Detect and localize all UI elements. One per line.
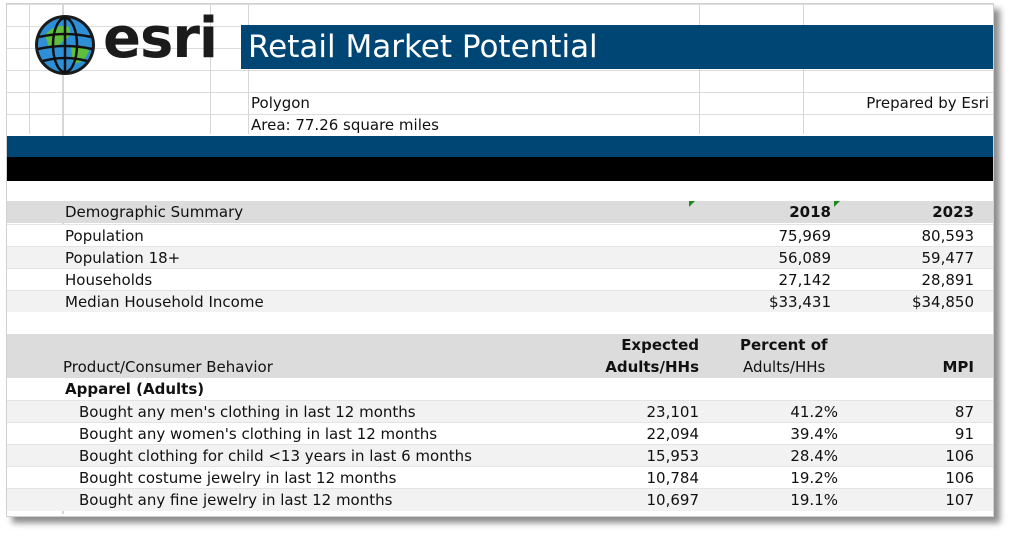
black-band bbox=[7, 157, 993, 181]
demographic-row: Households 27,142 28,891 bbox=[7, 268, 993, 291]
blue-band bbox=[7, 136, 993, 157]
demographic-row: Population 18+ 56,089 59,477 bbox=[7, 246, 993, 269]
expected-value: 22,094 bbox=[646, 425, 700, 443]
value-2023: 59,477 bbox=[921, 249, 975, 267]
row-label: Population 18+ bbox=[65, 249, 181, 267]
col-2018: 2018 bbox=[789, 203, 831, 221]
value-2023: $34,850 bbox=[911, 293, 974, 311]
value-2018: 56,089 bbox=[778, 249, 832, 267]
mpi-value: 106 bbox=[945, 469, 974, 487]
area-name: Polygon bbox=[251, 94, 310, 112]
product-label: Bought clothing for child <13 years in l… bbox=[79, 447, 472, 465]
percent-header-1: Percent of bbox=[740, 336, 828, 354]
gridline bbox=[248, 4, 249, 134]
product-row: Bought any women's clothing in last 12 m… bbox=[7, 422, 993, 445]
gridline bbox=[803, 4, 804, 134]
product-row: Bought clothing for child <13 years in l… bbox=[7, 444, 993, 467]
percent-value: 19.1% bbox=[790, 491, 838, 509]
col-2023: 2023 bbox=[932, 203, 974, 221]
demographic-header: Demographic Summary 2018 2023 bbox=[7, 201, 993, 223]
category-row: Apparel (Adults) bbox=[7, 378, 993, 400]
demographic-title: Demographic Summary bbox=[65, 203, 244, 221]
area-size: Area: 77.26 square miles bbox=[251, 116, 439, 134]
mpi-value: 106 bbox=[945, 447, 974, 465]
expected-value: 10,784 bbox=[646, 469, 700, 487]
esri-logo: esri bbox=[103, 6, 218, 71]
expected-header-1: Expected bbox=[621, 336, 699, 354]
value-2018: 27,142 bbox=[778, 271, 832, 289]
product-header: Product/Consumer Behavior Expected Adult… bbox=[7, 334, 993, 378]
gridline bbox=[699, 4, 700, 134]
percent-value: 19.2% bbox=[790, 469, 838, 487]
prepared-by: Prepared by Esri bbox=[866, 94, 989, 112]
page-title: Retail Market Potential bbox=[241, 25, 993, 69]
globe-icon bbox=[35, 15, 95, 75]
row-label: Population bbox=[65, 227, 144, 245]
value-2018: $33,431 bbox=[768, 293, 831, 311]
row-label: Households bbox=[65, 271, 153, 289]
expected-value: 15,953 bbox=[646, 447, 700, 465]
product-label: Bought any fine jewelry in last 12 month… bbox=[79, 491, 393, 509]
expected-value: 23,101 bbox=[646, 403, 700, 421]
product-label: Bought any women's clothing in last 12 m… bbox=[79, 425, 438, 443]
percent-value: 41.2% bbox=[790, 403, 838, 421]
spacer bbox=[7, 312, 993, 334]
mpi-header: MPI bbox=[942, 358, 974, 376]
mpi-value: 87 bbox=[954, 403, 974, 421]
mpi-value: 107 bbox=[945, 491, 974, 509]
spacer bbox=[7, 181, 993, 201]
value-2023: 28,891 bbox=[921, 271, 975, 289]
product-row: Bought costume jewelry in last 12 months… bbox=[7, 466, 993, 489]
spreadsheet: esri Retail Market Potential Polygon Pre… bbox=[6, 3, 994, 517]
category-label: Apparel (Adults) bbox=[65, 380, 205, 398]
product-col-label: Product/Consumer Behavior bbox=[63, 358, 273, 376]
product-label: Bought any men's clothing in last 12 mon… bbox=[79, 403, 416, 421]
mpi-value: 91 bbox=[954, 425, 974, 443]
product-row: Bought any men's clothing in last 12 mon… bbox=[7, 400, 993, 423]
demographic-row: Population 75,969 80,593 bbox=[7, 224, 993, 247]
percent-header-2: Adults/HHs bbox=[743, 358, 826, 376]
percent-value: 39.4% bbox=[790, 425, 838, 443]
expected-value: 10,697 bbox=[646, 491, 700, 509]
gridline bbox=[29, 4, 30, 134]
expected-header-2: Adults/HHs bbox=[605, 358, 699, 376]
percent-value: 28.4% bbox=[790, 447, 838, 465]
product-row: Bought any fine jewelry in last 12 month… bbox=[7, 488, 993, 511]
value-2018: 75,969 bbox=[778, 227, 832, 245]
value-2023: 80,593 bbox=[921, 227, 975, 245]
product-label: Bought costume jewelry in last 12 months bbox=[79, 469, 397, 487]
gridline bbox=[210, 4, 211, 134]
demographic-row: Median Household Income $33,431 $34,850 bbox=[7, 290, 993, 313]
row-label: Median Household Income bbox=[65, 293, 264, 311]
